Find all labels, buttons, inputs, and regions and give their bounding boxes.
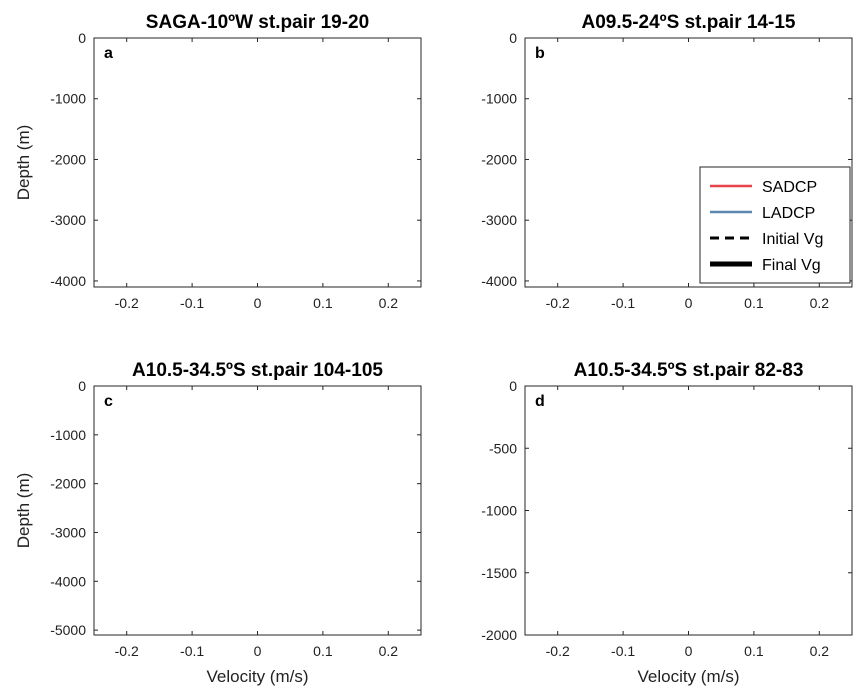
y-tick-label: 0 [509,378,517,394]
panel-d: -0.2 -0.1 0 0.1 0.2 0 -500 -1000 -1500 -2000 A10.5… [481,360,853,686]
y-tick-label: -3000 [50,524,86,540]
panel-title: A10.5-34.5ºS st.pair 104-105 [132,360,383,381]
panel-title: SAGA-10ºW st.pair 19-20 [146,12,369,33]
y-tick-label: -500 [489,440,517,456]
panel-a: -0.2 -0.1 0 0.1 0.2 0 -1000 -2000 -3000 -4000 SAGA… [14,12,422,311]
legend-label: LADCP [762,205,815,222]
panel-label: c [104,393,113,410]
y-tick-label: -2000 [50,151,86,167]
x-tick-label: -0.1 [611,295,635,311]
axes-frame [93,385,422,636]
y-tick-label: -1000 [481,91,517,107]
x-axis-label: Velocity (m/s) [637,667,739,686]
x-tick-label: 0.1 [744,295,764,311]
y-tick-label: -1000 [481,503,517,519]
x-tick-label: -0.1 [180,295,204,311]
x-tick-label: 0.2 [379,643,399,659]
x-tick-label: -0.2 [115,643,139,659]
y-tick-label: 0 [78,378,86,394]
x-tick-label: 0.2 [810,643,830,659]
x-tick-label: 0 [685,295,693,311]
legend-label: Final Vg [762,257,821,274]
panel-label: a [104,45,113,62]
legend: SADCP LADCP Initial Vg Final Vg [699,166,851,284]
y-tick-label: -3000 [50,212,86,228]
y-tick-label: -1000 [50,427,86,443]
x-tick-label: 0.1 [744,643,764,659]
x-tick-label: 0 [254,643,262,659]
y-tick-label: -1000 [50,91,86,107]
x-tick-label: -0.1 [611,643,635,659]
y-tick-label: -4000 [481,273,517,289]
y-tick-label: 0 [78,30,86,46]
axes-frame [93,37,422,288]
y-tick-label: -3000 [481,212,517,228]
axes-frame [524,385,853,636]
y-axis-label: Depth (m) [14,125,33,201]
x-tick-label: 0 [685,643,693,659]
y-tick-label: -1500 [481,565,517,581]
y-tick-label: -2000 [481,627,517,643]
panel-label: d [535,393,545,410]
panel-title: A09.5-24ºS st.pair 14-15 [582,12,796,33]
legend-label: Initial Vg [762,231,823,248]
y-tick-label: -4000 [50,273,86,289]
panel-b: -0.2 -0.1 0 0.1 0.2 0 -1000 -2000 -3000 -4000 A09.… [481,12,853,311]
x-tick-label: 0.1 [313,643,333,659]
y-axis-label: Depth (m) [14,473,33,549]
x-tick-label: 0 [254,295,262,311]
panel-c: -0.2 -0.1 0 0.1 0.2 0 -1000 -2000 -3000 -4000 -500… [14,360,422,686]
y-tick-label: -2000 [481,151,517,167]
x-axis-label: Velocity (m/s) [206,667,308,686]
x-tick-label: -0.1 [180,643,204,659]
x-tick-label: -0.2 [115,295,139,311]
x-tick-label: 0.2 [379,295,399,311]
legend-label: SADCP [762,179,817,196]
x-tick-label: -0.2 [546,643,570,659]
x-tick-label: 0.2 [810,295,830,311]
panel-label: b [535,45,545,62]
y-tick-label: -4000 [50,573,86,589]
x-tick-label: -0.2 [546,295,570,311]
y-tick-label: 0 [509,30,517,46]
y-tick-label: -2000 [50,476,86,492]
panel-title: A10.5-34.5ºS st.pair 82-83 [574,360,804,381]
y-tick-label: -5000 [50,622,86,638]
x-tick-label: 0.1 [313,295,333,311]
